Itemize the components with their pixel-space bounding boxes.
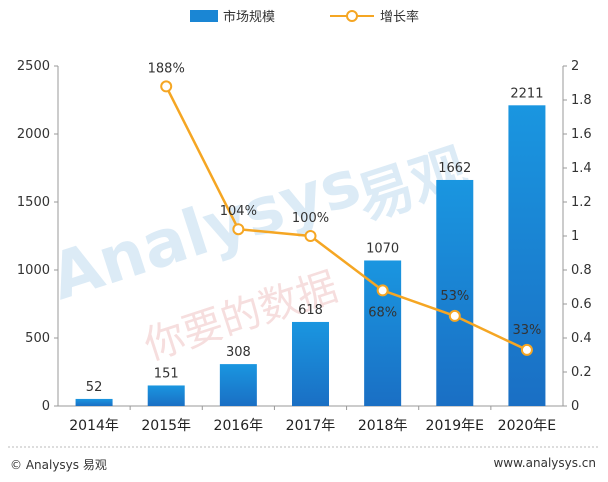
footer-source: © Analysys 易观 bbox=[10, 458, 107, 472]
line-point bbox=[160, 80, 173, 93]
bar bbox=[508, 105, 546, 406]
chart: Analysys 易观 你要的数据 市场规模 增长率 0 500 1000 1500 2… bbox=[8, 9, 600, 448]
right-tick-label: 1.2 bbox=[571, 195, 592, 210]
line-value-label: 53% bbox=[440, 289, 469, 304]
bar bbox=[364, 260, 402, 406]
bar-value-label: 1070 bbox=[366, 241, 399, 256]
bar-value-label: 308 bbox=[226, 345, 251, 360]
right-tick-label: 1.8 bbox=[571, 93, 592, 108]
left-axis-ticks: 0 500 1000 1500 2000 2500 bbox=[17, 59, 58, 414]
bar bbox=[147, 385, 185, 406]
legend-line-label: 增长率 bbox=[380, 9, 419, 25]
line-series bbox=[160, 80, 533, 356]
bar-value-label: 2211 bbox=[510, 86, 543, 101]
right-tick-label: 1.4 bbox=[571, 161, 592, 176]
line-value-label: 104% bbox=[220, 204, 257, 219]
left-tick-label: 2500 bbox=[17, 59, 50, 74]
bar bbox=[292, 321, 329, 406]
x-axis-ticks: 2014年 2015年 2016年 2017年 2018年 2019年E 2020年E bbox=[69, 406, 556, 434]
line-point bbox=[304, 230, 317, 242]
bar-value-label: 151 bbox=[154, 366, 179, 381]
line-point bbox=[232, 223, 245, 236]
right-tick-label: 0.2 bbox=[571, 365, 592, 380]
right-tick-label: 1 bbox=[571, 229, 579, 244]
line-value-label: 68% bbox=[368, 305, 397, 320]
left-tick-label: 2000 bbox=[17, 127, 50, 142]
bar-value-label: 1662 bbox=[438, 161, 471, 176]
left-tick-label: 1000 bbox=[17, 263, 50, 278]
x-tick-label: 2018年 bbox=[358, 418, 408, 434]
line-value-label: 33% bbox=[512, 323, 541, 338]
bar-value-label: 618 bbox=[298, 303, 323, 318]
x-tick-label: 2017年 bbox=[286, 418, 336, 434]
line-point bbox=[520, 343, 533, 356]
x-tick-label: 2014年 bbox=[69, 418, 119, 434]
bar-data-labels: 52 151 308 618 1070 1662 2211 bbox=[86, 86, 544, 395]
bar-value-label: 52 bbox=[86, 380, 103, 395]
x-tick-label: 2019年E bbox=[426, 418, 484, 434]
legend: 市场规模 增长率 bbox=[190, 9, 419, 25]
bar bbox=[75, 398, 113, 406]
x-tick-label: 2020年E bbox=[498, 418, 556, 434]
right-tick-label: 0 bbox=[571, 399, 579, 414]
right-tick-label: 1.6 bbox=[571, 127, 592, 142]
right-tick-label: 2 bbox=[571, 59, 579, 74]
growth-line bbox=[165, 85, 528, 352]
footer-url[interactable]: www.analysys.cn bbox=[493, 456, 596, 470]
line-point bbox=[448, 309, 461, 322]
x-tick-label: 2016年 bbox=[214, 418, 264, 434]
left-tick-label: 1500 bbox=[17, 195, 50, 210]
right-tick-label: 0.8 bbox=[571, 263, 592, 278]
line-point bbox=[376, 284, 389, 297]
right-tick-label: 0.6 bbox=[571, 297, 592, 312]
bar bbox=[219, 364, 257, 406]
bar bbox=[436, 179, 474, 406]
line-value-label: 188% bbox=[148, 61, 185, 76]
x-tick-label: 2015年 bbox=[141, 418, 191, 434]
right-tick-label: 0.4 bbox=[571, 331, 592, 346]
right-axis-ticks: 0 0.2 0.4 0.6 0.8 1 1.2 1.4 1.6 1.8 2 bbox=[563, 59, 592, 414]
line-value-label: 100% bbox=[292, 211, 329, 226]
left-tick-label: 0 bbox=[42, 399, 50, 414]
line-data-labels: 188% 104% 100% 68% 53% 33% bbox=[148, 61, 542, 338]
legend-bar-swatch bbox=[190, 10, 218, 22]
watermark: Analysys 易观 你要的数据 bbox=[42, 137, 476, 370]
legend-bar-label: 市场规模 bbox=[223, 9, 275, 25]
legend-line-marker bbox=[346, 10, 358, 22]
left-tick-label: 500 bbox=[25, 331, 50, 346]
